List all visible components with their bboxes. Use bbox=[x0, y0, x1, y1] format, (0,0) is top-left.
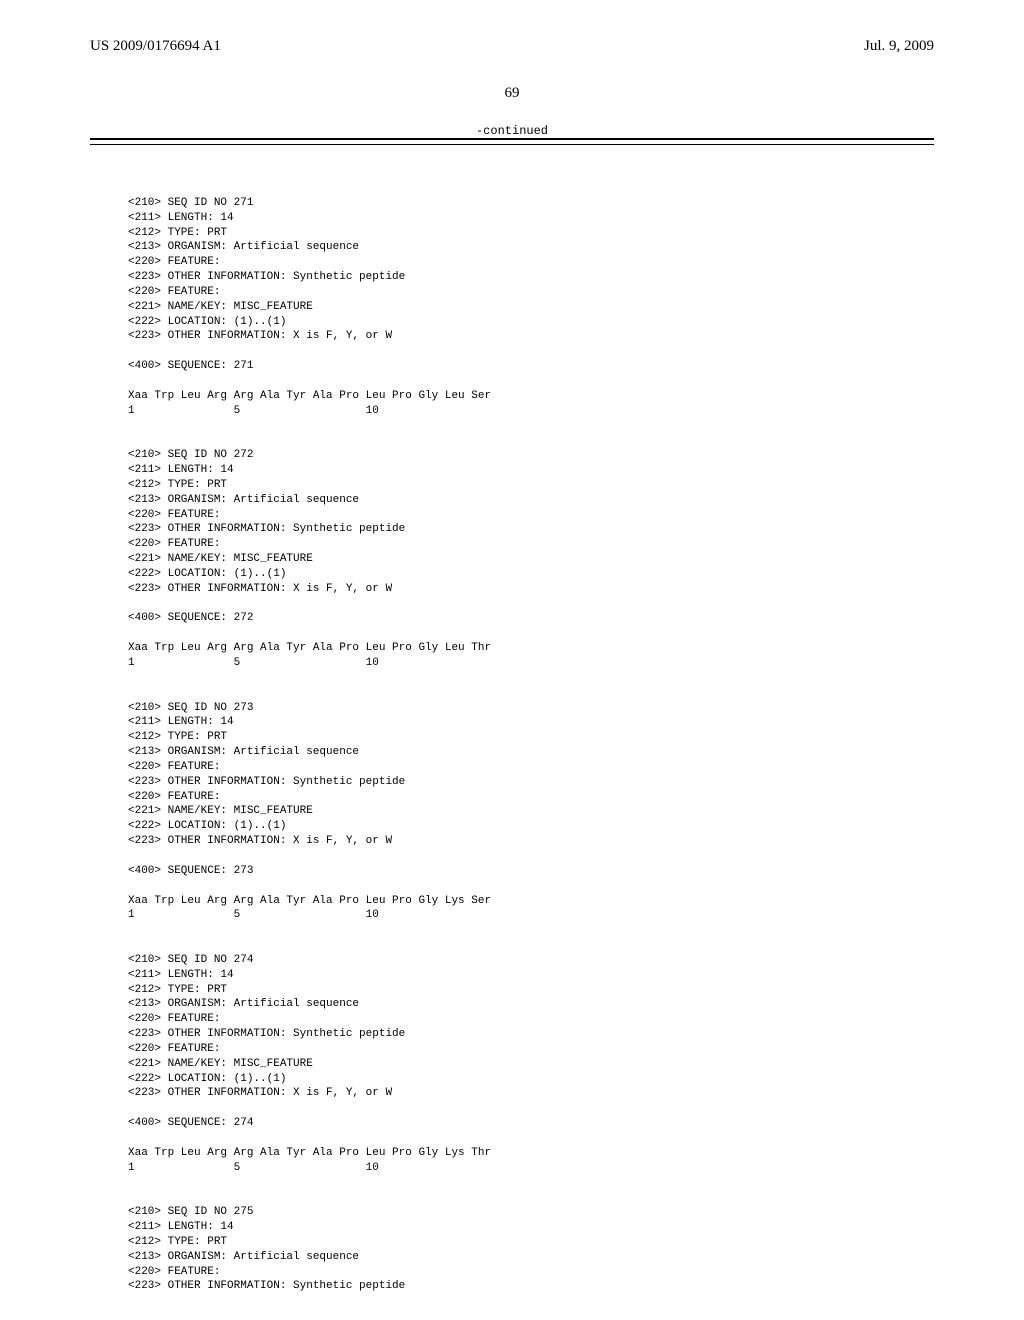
section-rule bbox=[90, 138, 934, 145]
page-header: US 2009/0176694 A1 Jul. 9, 2009 bbox=[90, 38, 934, 55]
page-number: 69 bbox=[90, 85, 934, 102]
sequence-listing: <210> SEQ ID NO 271 <211> LENGTH: 14 <21… bbox=[128, 181, 934, 1294]
patent-page: US 2009/0176694 A1 Jul. 9, 2009 69 -cont… bbox=[0, 0, 1024, 1320]
continued-label: -continued bbox=[90, 124, 934, 138]
publication-date: Jul. 9, 2009 bbox=[864, 38, 934, 55]
publication-number: US 2009/0176694 A1 bbox=[90, 38, 221, 55]
